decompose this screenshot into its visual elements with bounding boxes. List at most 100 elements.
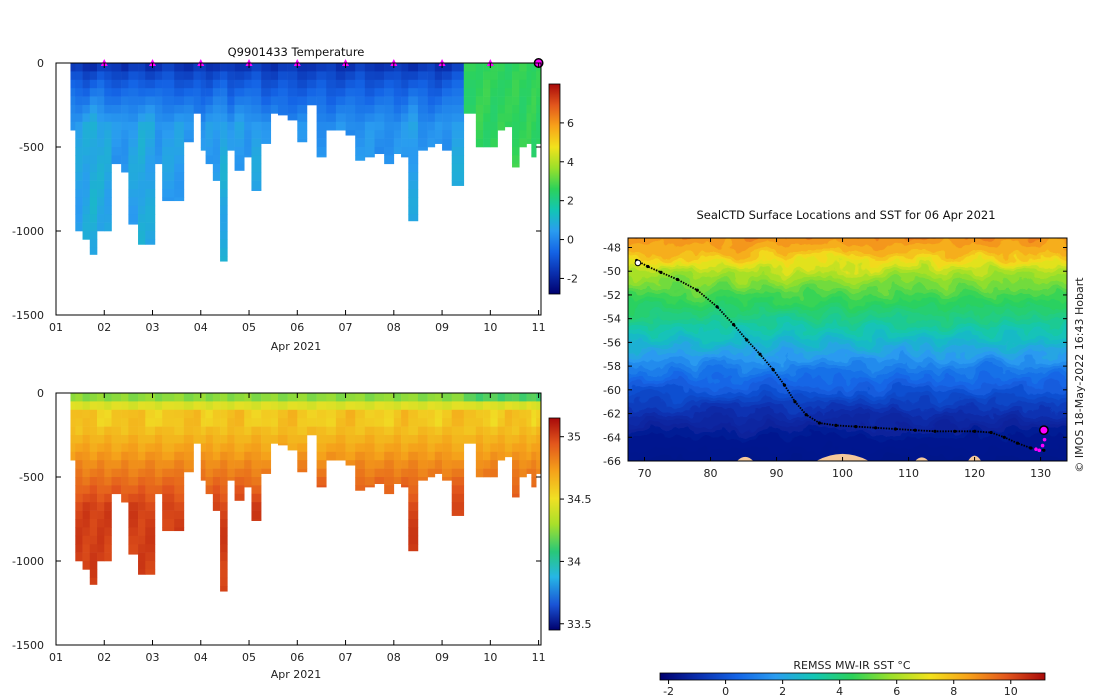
temperature-cell bbox=[138, 239, 146, 245]
temperature-cell bbox=[251, 79, 262, 89]
salinity-cell bbox=[408, 519, 419, 528]
salinity-cell bbox=[519, 451, 527, 461]
temperature-cell bbox=[220, 96, 228, 106]
temperature-cell bbox=[355, 121, 366, 131]
salinity-cell bbox=[97, 552, 105, 562]
salinity-cell bbox=[97, 527, 105, 537]
salinity-cell bbox=[374, 460, 385, 469]
temperature-cell bbox=[82, 79, 91, 89]
salinity-cell bbox=[97, 468, 105, 478]
temperature-cell bbox=[490, 71, 498, 81]
salinity-cell bbox=[326, 426, 337, 436]
x-tick-label: 04 bbox=[194, 651, 208, 664]
salinity-cell bbox=[183, 401, 194, 411]
salinity-cell bbox=[212, 401, 221, 411]
sst-colorbar-tick-label: -2 bbox=[663, 685, 674, 698]
temperature-cell bbox=[531, 147, 537, 156]
salinity-cell bbox=[434, 468, 443, 474]
temperature-cell bbox=[251, 88, 262, 97]
temperature-cell bbox=[475, 71, 484, 81]
track-point bbox=[953, 429, 957, 433]
track-point bbox=[989, 430, 993, 435]
salinity-cell bbox=[384, 393, 395, 402]
temperature-cell bbox=[174, 138, 185, 148]
salinity-cell bbox=[193, 426, 202, 436]
temperature-cell bbox=[89, 172, 98, 181]
temperature-cell bbox=[220, 256, 228, 262]
temperature-cell bbox=[442, 147, 453, 151]
salinity-cell bbox=[451, 409, 465, 419]
salinity-cell bbox=[183, 451, 194, 461]
salinity-cell bbox=[526, 451, 532, 461]
temperature-cell bbox=[417, 138, 428, 148]
salinity-cell bbox=[384, 401, 395, 411]
temperature-cell bbox=[297, 88, 308, 97]
lon-tick-label: 100 bbox=[832, 467, 853, 480]
salinity-cell bbox=[270, 426, 279, 436]
sst-band bbox=[628, 336, 1067, 344]
salinity-cell bbox=[212, 409, 221, 419]
temperature-cell bbox=[183, 96, 194, 106]
temperature-cell bbox=[75, 222, 83, 232]
sst-band bbox=[628, 431, 1067, 439]
salinity-cell bbox=[138, 561, 146, 570]
temperature-cell bbox=[82, 180, 91, 190]
salinity-cell bbox=[393, 435, 402, 444]
salinity-cell bbox=[121, 460, 129, 469]
temperature-cell bbox=[174, 163, 185, 173]
salinity-cell bbox=[128, 409, 139, 419]
temperature-cell bbox=[306, 88, 317, 97]
temperature-cell bbox=[70, 121, 76, 131]
recent-location bbox=[1042, 437, 1047, 442]
salinity-cell bbox=[355, 435, 366, 444]
salinity-cell bbox=[364, 443, 375, 453]
salinity-cell bbox=[128, 468, 139, 478]
salinity-cell bbox=[75, 393, 83, 402]
salinity-cell bbox=[121, 485, 129, 495]
salinity-cell bbox=[97, 435, 105, 444]
temperature-cell bbox=[154, 79, 163, 89]
temperature-cell bbox=[497, 96, 506, 106]
sst-band bbox=[628, 244, 1067, 255]
temperature-cell bbox=[512, 113, 520, 123]
current-location-marker bbox=[1038, 425, 1049, 436]
temperature-cell bbox=[227, 130, 235, 139]
temperature-cell bbox=[251, 113, 262, 123]
salinity-cell bbox=[220, 577, 228, 587]
salinity-cell bbox=[251, 393, 262, 402]
temperature-cell bbox=[475, 79, 484, 89]
temperature-cell bbox=[234, 130, 245, 139]
temperature-cell bbox=[512, 63, 520, 72]
deployment-location bbox=[634, 259, 642, 267]
salinity-cell bbox=[451, 460, 465, 469]
sst-band bbox=[628, 257, 1067, 264]
salinity-cell bbox=[475, 418, 484, 427]
temperature-cell bbox=[345, 71, 356, 81]
salinity-cell bbox=[483, 443, 491, 453]
salinity-cell bbox=[519, 393, 527, 402]
temperature-cell bbox=[220, 172, 228, 181]
salinity-cell bbox=[82, 561, 91, 570]
salinity-cell bbox=[212, 468, 221, 478]
salinity-cell bbox=[220, 401, 228, 411]
temperature-cell bbox=[75, 163, 83, 173]
temperature-cell bbox=[70, 88, 76, 97]
temperature-cell bbox=[205, 147, 214, 156]
salinity-cell bbox=[145, 451, 156, 461]
temperature-cell bbox=[316, 113, 327, 123]
salinity-cell bbox=[316, 460, 327, 469]
temperature-cell bbox=[89, 105, 98, 114]
temperature-cell bbox=[89, 96, 98, 106]
y-tick-label: -500 bbox=[19, 471, 44, 484]
temperature-cell bbox=[89, 231, 98, 240]
salinity-cell bbox=[475, 443, 484, 453]
salinity-cell bbox=[89, 519, 98, 528]
temperature-cell bbox=[504, 96, 513, 106]
salinity-cell bbox=[297, 418, 308, 427]
salinity-cell bbox=[434, 460, 443, 469]
salinity-cell bbox=[442, 443, 453, 453]
temperature-cell bbox=[497, 113, 506, 123]
salinity-cell bbox=[434, 409, 443, 419]
salinity-cell bbox=[393, 426, 402, 436]
salinity-cell bbox=[162, 435, 175, 444]
